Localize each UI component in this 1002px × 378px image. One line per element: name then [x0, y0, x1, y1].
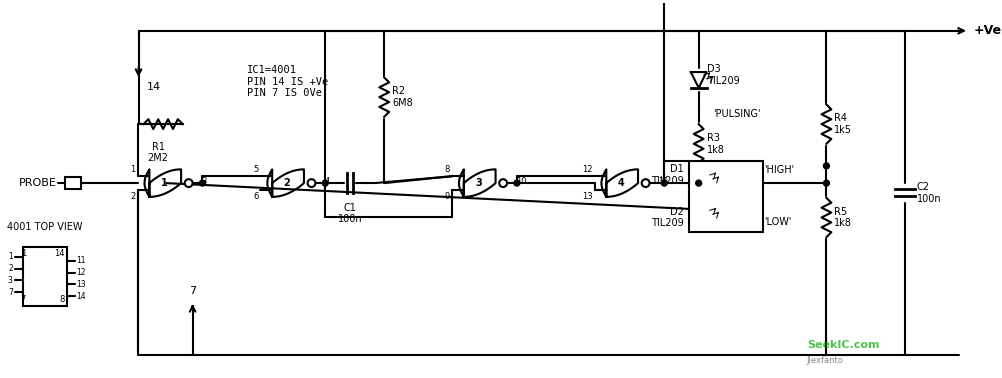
Text: PROBE: PROBE [19, 178, 56, 188]
Text: 13: 13 [582, 192, 592, 201]
Circle shape [824, 163, 830, 169]
Circle shape [308, 179, 316, 187]
Text: R3
1k8: R3 1k8 [706, 133, 724, 155]
Circle shape [695, 180, 701, 186]
Text: 1: 1 [160, 178, 167, 188]
Text: 14: 14 [54, 249, 65, 258]
Text: 7: 7 [21, 295, 26, 304]
Text: Jlexfanto: Jlexfanto [807, 356, 844, 365]
Text: 2: 2 [130, 192, 135, 201]
Circle shape [199, 180, 205, 186]
Text: R4
1k5: R4 1k5 [835, 113, 853, 135]
Text: 13: 13 [76, 280, 86, 289]
Text: +Ve: +Ve [974, 24, 1002, 37]
Circle shape [499, 179, 507, 187]
Text: 11: 11 [76, 256, 86, 265]
Bar [688, 161, 763, 232]
Text: 14: 14 [76, 291, 86, 301]
Text: 8: 8 [59, 295, 65, 304]
Circle shape [824, 180, 830, 186]
Text: 4: 4 [325, 177, 330, 186]
Text: 2: 2 [8, 264, 13, 273]
Circle shape [323, 180, 329, 186]
Text: 7: 7 [8, 288, 13, 297]
Text: R2
6M8: R2 6M8 [392, 86, 413, 108]
Circle shape [514, 180, 520, 186]
Text: 3: 3 [201, 177, 206, 186]
Text: C1
100n: C1 100n [338, 203, 362, 225]
Text: 8: 8 [445, 165, 450, 174]
Text: 14: 14 [146, 82, 160, 92]
Text: 5: 5 [254, 165, 259, 174]
Text: D3
TIL209: D3 TIL209 [706, 64, 739, 86]
Text: R1
2M2: R1 2M2 [147, 142, 168, 163]
Text: R5
1k8: R5 1k8 [835, 207, 852, 228]
Text: 2: 2 [284, 178, 291, 188]
Text: 'PULSING': 'PULSING' [713, 109, 761, 119]
Text: C2
100n: C2 100n [917, 182, 942, 204]
Text: 3: 3 [8, 276, 13, 285]
Text: SeekIC.com: SeekIC.com [807, 340, 880, 350]
Text: 10: 10 [516, 177, 526, 186]
Text: D2
TIL209: D2 TIL209 [651, 207, 684, 228]
Text: 1: 1 [130, 165, 135, 174]
Bar [23, 247, 67, 306]
Text: 9: 9 [445, 192, 450, 201]
Text: 11: 11 [658, 177, 669, 186]
Text: 7: 7 [189, 286, 196, 296]
Text: 6: 6 [254, 192, 259, 201]
Text: 3: 3 [475, 178, 482, 188]
Text: 4: 4 [617, 178, 624, 188]
Circle shape [641, 179, 649, 187]
Bar [65, 177, 80, 189]
Text: 1: 1 [8, 252, 13, 261]
Text: D1
TIL209: D1 TIL209 [651, 164, 684, 186]
Text: 'HIGH': 'HIGH' [765, 165, 795, 175]
Circle shape [661, 180, 667, 186]
Text: 12: 12 [582, 165, 592, 174]
Circle shape [184, 179, 192, 187]
Text: 1: 1 [21, 249, 26, 258]
Text: 4001 TOP VIEW: 4001 TOP VIEW [7, 222, 82, 232]
Text: IC1=4001
PIN 14 IS +Ve
PIN 7 IS 0Ve: IC1=4001 PIN 14 IS +Ve PIN 7 IS 0Ve [246, 65, 328, 98]
Text: 12: 12 [76, 268, 86, 277]
Text: 'LOW': 'LOW' [765, 217, 792, 228]
